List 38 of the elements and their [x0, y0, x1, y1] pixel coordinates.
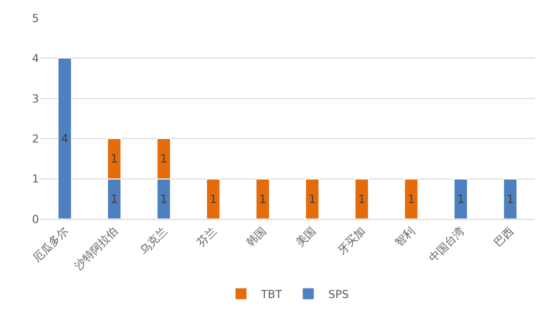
bar — [58, 58, 72, 219]
y-tick-label: 1 — [32, 172, 39, 186]
bar — [503, 178, 518, 219]
y-tick-label: 4 — [32, 52, 39, 66]
data-label: 1 — [210, 192, 217, 206]
data-label: 1 — [408, 192, 415, 206]
data-label: 1 — [308, 192, 316, 206]
y-tick-label: 0 — [32, 212, 39, 226]
x-tick-label: 巴西 — [492, 224, 516, 250]
data-label: 1 — [160, 152, 168, 166]
bar — [305, 178, 320, 219]
bar — [256, 178, 270, 219]
data-label: 1 — [457, 192, 464, 206]
data-label: 1 — [259, 192, 266, 206]
y-tick-label: 2 — [32, 132, 39, 146]
bar — [354, 178, 369, 219]
data-label: 1 — [506, 192, 514, 206]
data-label: 1 — [358, 192, 366, 206]
y-tick-label: 5 — [32, 12, 39, 25]
data-label: 1 — [160, 192, 168, 206]
x-tick-label: 智利 — [392, 224, 418, 250]
x-tick-label: 乌克兰 — [137, 224, 170, 258]
bar — [206, 178, 220, 219]
data-label: 1 — [110, 192, 118, 206]
x-tick-label: 中国台湾 — [426, 224, 467, 265]
y-tick-label: 3 — [32, 92, 39, 106]
bar — [404, 178, 418, 219]
x-tick-label: 美国 — [294, 224, 318, 250]
x-tick-label: 芬兰 — [194, 224, 220, 250]
x-tick-label: 韩国 — [244, 224, 269, 250]
x-tick-label: 牙买加 — [335, 224, 368, 258]
legend-label: SPS — [328, 288, 349, 302]
legend-label: TBT — [260, 288, 282, 302]
data-label: 1 — [110, 152, 118, 166]
x-tick-label: 厄瓜多尔 — [30, 224, 71, 265]
x-tick-label: 沙特阿拉伯 — [72, 224, 120, 273]
bar — [454, 178, 468, 219]
data-label: 4 — [61, 131, 68, 146]
